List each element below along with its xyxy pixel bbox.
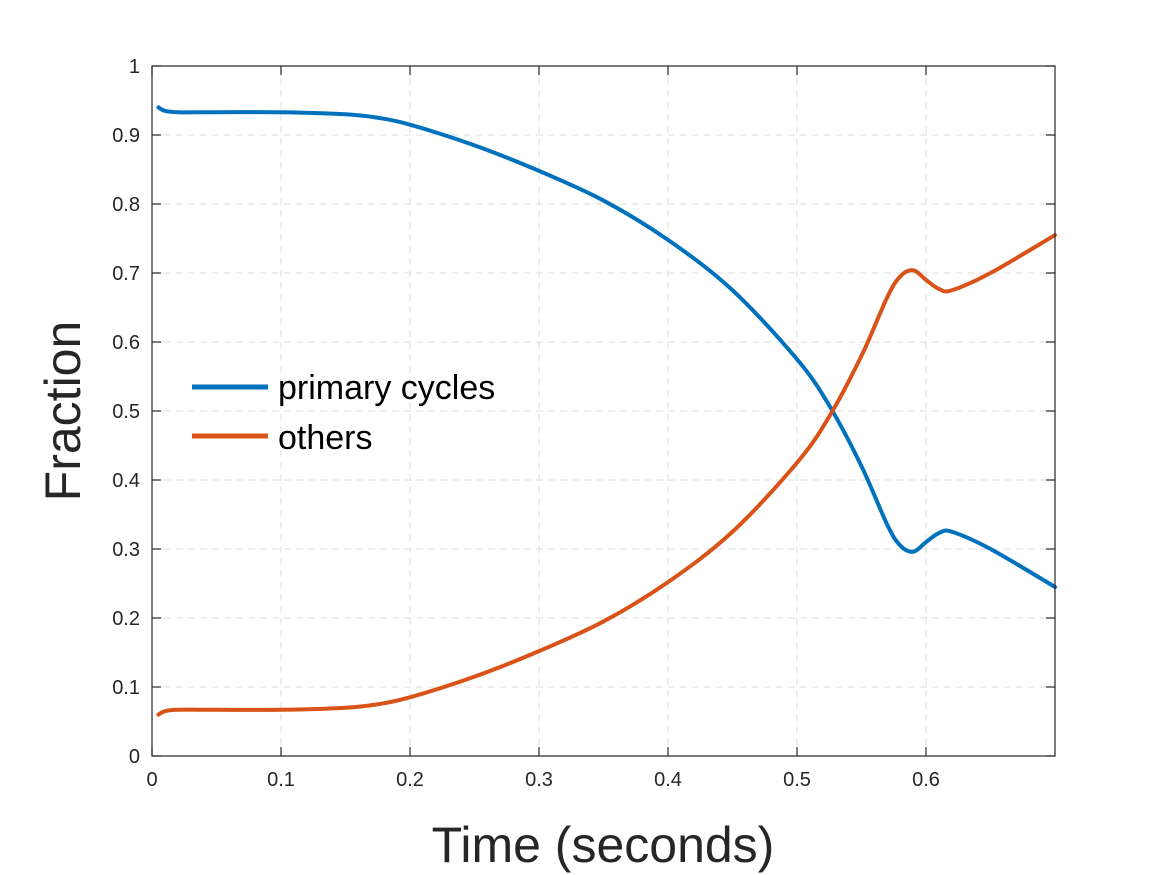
x-axis-label: Time (seconds) <box>432 817 775 873</box>
y-tick-label: 0.8 <box>112 194 140 216</box>
data-series <box>156 105 1057 717</box>
legend-label-others: others <box>278 419 373 457</box>
y-tick-label: 1 <box>129 56 140 78</box>
x-tick-label: 0.4 <box>654 769 682 791</box>
y-tick-label: 0.5 <box>112 401 140 423</box>
grid <box>152 66 1055 756</box>
x-tick-label: 0.5 <box>783 769 811 791</box>
x-tick-label: 0.6 <box>912 769 940 791</box>
y-tick-label: 0.9 <box>112 125 140 147</box>
x-tick-label: 0.2 <box>396 769 424 791</box>
y-tick-label: 0.2 <box>112 608 140 630</box>
legend-label-primary-cycles: primary cycles <box>278 369 495 407</box>
axes-box <box>151 65 1056 757</box>
y-tick-labels: 0 0.1 0.2 0.3 0.4 0.5 0.6 0.7 0.8 0.9 1 <box>112 56 140 768</box>
x-tick-label: 0 <box>146 769 157 791</box>
y-axis-label: Fraction <box>35 321 91 502</box>
y-tick-label: 0.6 <box>112 332 140 354</box>
y-tick-label: 0.1 <box>112 677 140 699</box>
y-tick-label: 0.7 <box>112 263 140 285</box>
x-tick-labels: 0 0.1 0.2 0.3 0.4 0.5 0.6 <box>146 769 939 791</box>
y-tick-label: 0.3 <box>112 539 140 561</box>
x-tick-label: 0.1 <box>267 769 295 791</box>
y-tick-label: 0.4 <box>112 470 140 492</box>
x-tick-label: 0.3 <box>525 769 553 791</box>
series-line-others <box>156 233 1057 717</box>
series-line-primary-cycles <box>156 105 1057 589</box>
y-tick-label: 0 <box>129 746 140 768</box>
legend: primary cycles others <box>192 369 495 457</box>
